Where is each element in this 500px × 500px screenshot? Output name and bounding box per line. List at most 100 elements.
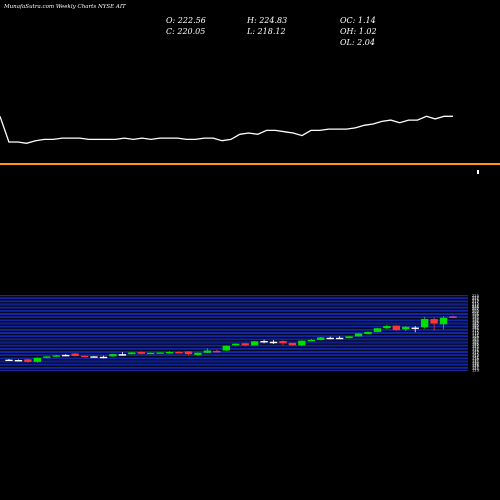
candle	[260, 339, 268, 344]
candle	[250, 341, 259, 346]
y-tick-label: 163	[472, 339, 479, 343]
candle	[109, 353, 117, 357]
candle	[156, 352, 164, 354]
candle-body	[80, 355, 89, 358]
close-value: C: 220.05	[166, 27, 205, 36]
y-tick-label: 195	[472, 316, 479, 320]
candle	[241, 342, 249, 347]
candle-body	[402, 326, 410, 330]
candle-body	[184, 351, 193, 355]
candle-body	[345, 336, 353, 339]
candle-body	[250, 341, 259, 346]
candle-body	[260, 341, 268, 343]
y-tick-label: 141	[472, 355, 479, 359]
divider-marker	[477, 170, 479, 174]
candle-body	[128, 352, 136, 355]
candle	[222, 345, 230, 351]
y-tick-label: 171	[472, 333, 479, 337]
oc-value: OC: 1.14	[340, 16, 376, 25]
candle	[354, 333, 363, 337]
oh-value: OH: 1.02	[340, 27, 377, 36]
candle-body	[430, 319, 438, 324]
y-tick-label: 201	[472, 312, 479, 316]
candle-body	[364, 331, 372, 335]
candle	[326, 336, 334, 340]
y-tick-label: 181	[472, 326, 479, 330]
candle	[364, 331, 372, 335]
candle	[90, 356, 98, 358]
candle-body	[156, 352, 164, 354]
marker-mark	[477, 170, 479, 174]
candle-body	[411, 327, 419, 329]
candle	[392, 325, 401, 331]
y-tick-label: 205	[472, 309, 479, 313]
y-tick-label: 217	[472, 300, 479, 304]
y-tick-label: 131	[472, 363, 479, 367]
candlestick-series	[5, 315, 457, 363]
candle-body	[175, 352, 183, 354]
candle-body	[373, 328, 382, 332]
y-tick-label: 161	[472, 341, 479, 345]
candle	[430, 317, 438, 331]
candle-body	[71, 353, 79, 357]
candle-body	[232, 343, 240, 346]
candle	[420, 316, 429, 329]
candle	[175, 351, 183, 354]
y-tick-label: 151	[472, 348, 479, 352]
y-tick-label: 215	[472, 301, 479, 305]
candle	[298, 340, 306, 347]
low-value: L: 218.12	[246, 27, 286, 36]
y-tick-label: 177	[472, 329, 479, 333]
candle	[345, 335, 353, 339]
candle	[402, 326, 410, 332]
candle-body	[14, 360, 23, 362]
candle	[317, 337, 325, 341]
y-tick-label: 199	[472, 313, 480, 317]
y-tick-label: 123	[472, 369, 479, 373]
y-tick-label: 179	[472, 328, 480, 332]
y-tick-label: 189	[472, 320, 480, 324]
y-tick-label: 185	[472, 323, 479, 327]
y-tick-label: 157	[472, 344, 479, 348]
candle	[165, 351, 174, 354]
y-tick-label: 149	[472, 350, 480, 354]
candle	[33, 357, 42, 363]
candle-body	[165, 352, 174, 354]
panel-divider	[0, 163, 500, 165]
candle	[14, 359, 23, 362]
candle-body	[307, 339, 315, 342]
candle	[184, 351, 193, 356]
y-tick-label: 169	[472, 335, 480, 339]
y-tick-label: 191	[472, 319, 479, 323]
candle-body	[99, 356, 108, 359]
indicator-line	[0, 115, 453, 144]
candle-body	[383, 326, 391, 329]
y-tick-label: 207	[472, 307, 479, 311]
candle	[147, 352, 155, 355]
high-value: H: 224.83	[246, 16, 287, 25]
candle	[24, 358, 32, 363]
y-tick-label: 147	[472, 351, 479, 355]
candle	[279, 340, 287, 346]
candle	[411, 326, 419, 333]
candle-body	[288, 342, 297, 346]
candle-body	[241, 343, 249, 346]
y-tick-label: 187	[472, 322, 479, 326]
y-tick-label: 159	[472, 342, 480, 346]
candle-body	[52, 355, 60, 357]
open-value: O: 222.56	[166, 16, 206, 25]
candle-body	[147, 352, 155, 355]
candle-body	[203, 350, 212, 353]
candle	[118, 352, 127, 356]
candle	[288, 342, 297, 346]
candle-body	[335, 337, 344, 340]
candle-body	[43, 356, 51, 358]
candle	[80, 355, 89, 358]
candle-body	[194, 352, 202, 355]
y-tick-label: 153	[472, 347, 479, 351]
y-tick-label: 129	[472, 364, 480, 368]
y-tick-label: 125	[472, 367, 479, 371]
candle	[52, 354, 60, 358]
candle	[449, 315, 457, 319]
